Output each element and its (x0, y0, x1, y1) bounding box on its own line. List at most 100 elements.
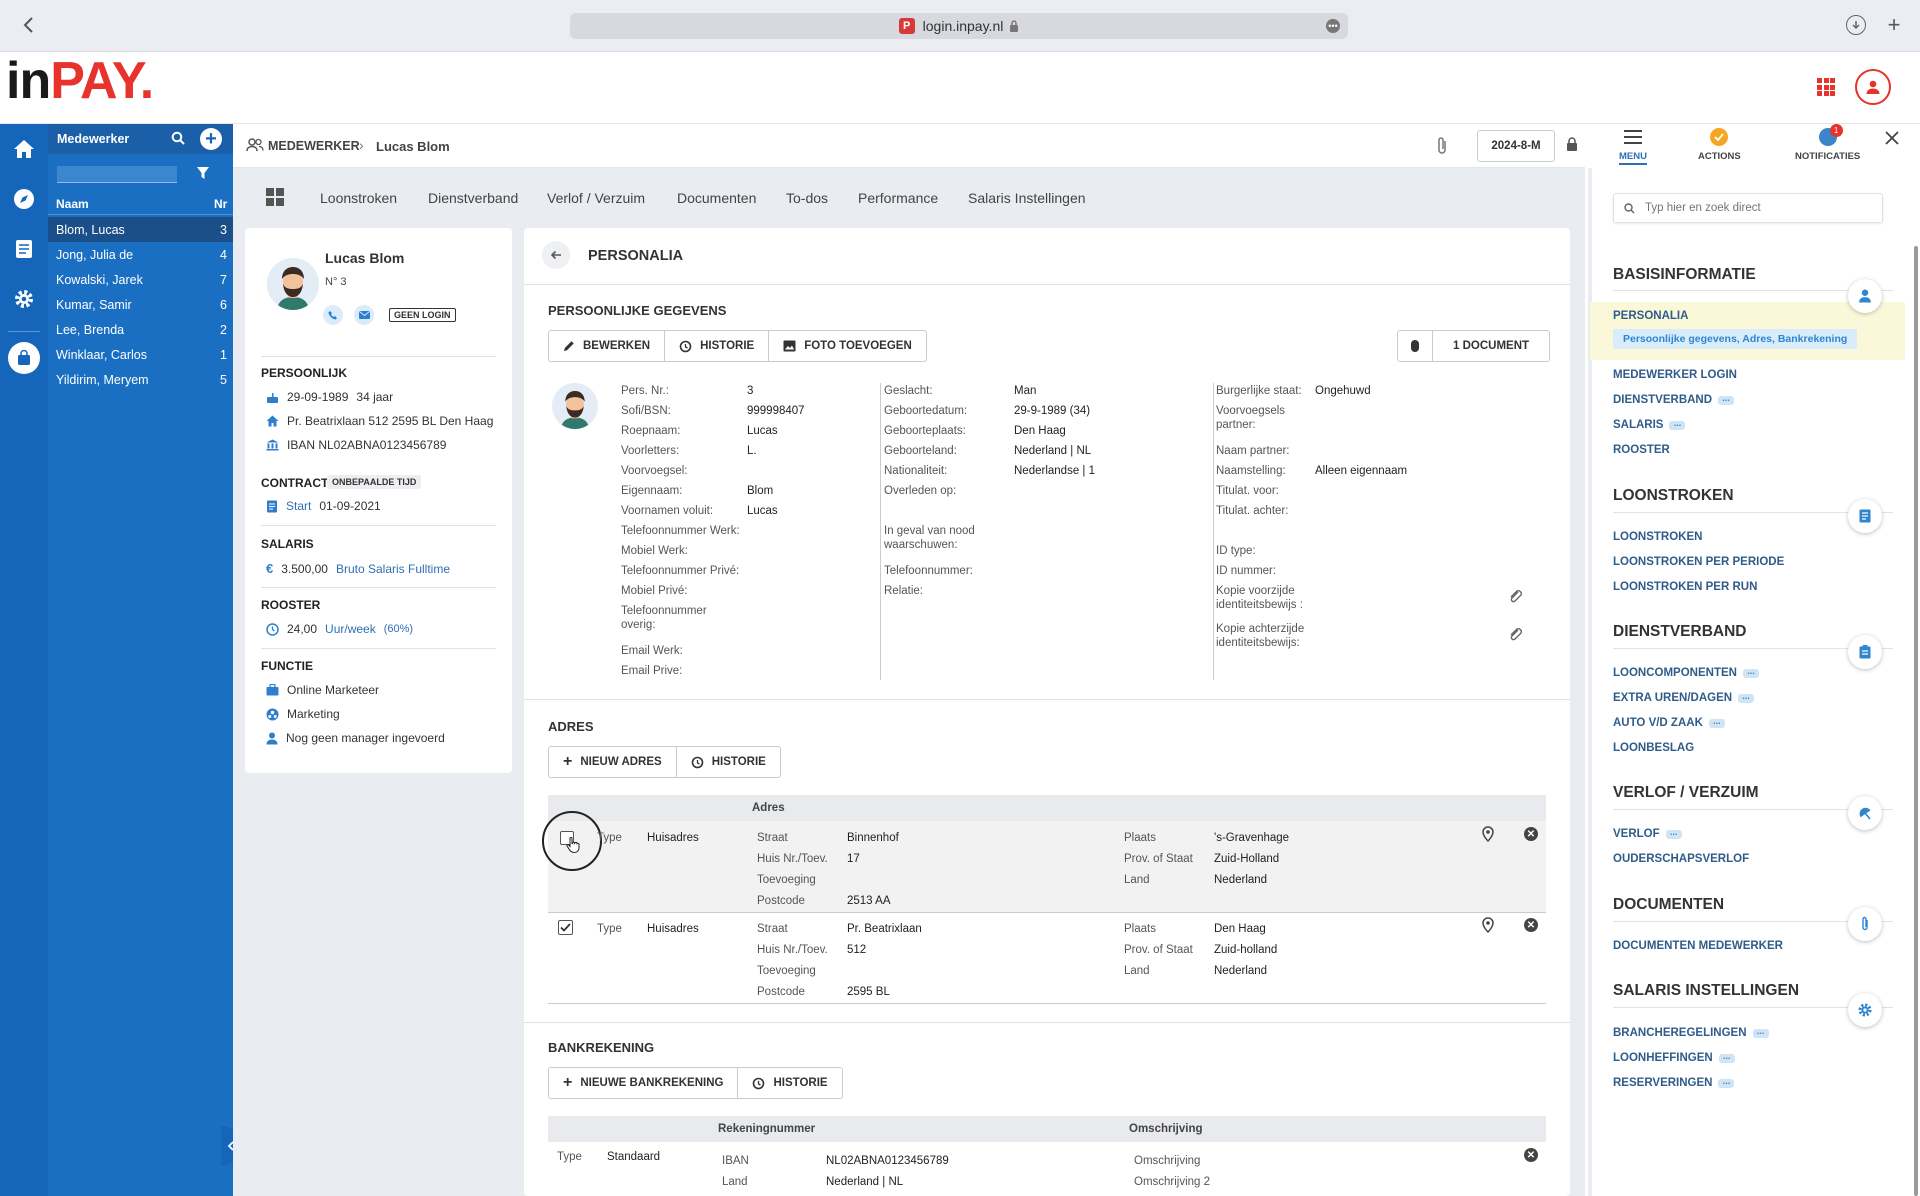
active-sub-label[interactable]: Persoonlijke gegevens, Adres, Bankrekeni… (1613, 329, 1858, 349)
map-pin-icon[interactable] (1482, 826, 1494, 842)
tab-menu[interactable]: MENU (1619, 130, 1647, 165)
umbrella-icon[interactable] (1848, 796, 1882, 830)
add-employee-button[interactable]: + (200, 128, 222, 150)
menu-item-documenten-medewerker[interactable]: DOCUMENTEN MEDEWERKER (1613, 940, 1783, 952)
apps-grid-icon[interactable] (1817, 78, 1835, 96)
period-selector[interactable]: 2024-8-M (1477, 130, 1555, 162)
attachment-button[interactable] (1398, 331, 1433, 361)
employee-row[interactable]: Kumar, Samir 6 (48, 292, 233, 317)
app-header (0, 52, 1920, 124)
home-icon[interactable] (0, 125, 48, 173)
shopping-bag-icon[interactable] (0, 334, 48, 382)
map-pin-icon[interactable] (1482, 917, 1494, 933)
menu-item-dienstverband[interactable]: DIENSTVERBAND... (1613, 393, 1735, 406)
back-button[interactable] (542, 241, 570, 269)
col-nr-header[interactable]: Nr (214, 197, 228, 211)
menu-item-loonbeslag[interactable]: LOONBESLAG (1613, 742, 1695, 754)
paperclip-icon[interactable] (1435, 136, 1449, 156)
add-photo-button[interactable]: FOTO TOEVOEGEN (769, 331, 926, 361)
photo-icon (783, 340, 796, 352)
url-bar[interactable]: P login.inpay.nl ••• (570, 13, 1348, 39)
table-row[interactable] (548, 821, 1546, 913)
settings-gear-icon[interactable] (0, 275, 48, 323)
menu-item-loonstroken-per-run[interactable]: LOONSTROKEN PER RUN (1613, 581, 1758, 593)
tab-actions[interactable]: ACTIONS (1698, 128, 1741, 162)
menu-item-rooster[interactable]: ROOSTER (1613, 444, 1670, 456)
menu-item-loonheffingen[interactable]: LOONHEFFINGEN... (1613, 1051, 1735, 1064)
menu-item-extra-uren[interactable]: EXTRA UREN/DAGEN... (1613, 691, 1755, 704)
person-icon[interactable] (1848, 279, 1882, 313)
more-options-icon[interactable]: ••• (1326, 19, 1340, 33)
lock-icon[interactable] (1566, 137, 1578, 152)
paperclip-icon[interactable] (1848, 907, 1882, 941)
delete-bank-account-icon[interactable]: ✕ (1524, 1148, 1538, 1162)
bank-history-button[interactable]: HISTORIE (738, 1068, 841, 1098)
attach-id-back-icon[interactable] (1508, 627, 1524, 643)
menu-item-medewerker-login[interactable]: MEDEWERKER LOGIN (1613, 369, 1737, 381)
tab-documenten[interactable]: Documenten (677, 190, 757, 206)
table-row[interactable] (548, 913, 1546, 1004)
close-panel-icon[interactable] (1885, 131, 1899, 145)
menu-item-loonstroken[interactable]: LOONSTROKEN (1613, 531, 1703, 543)
payslip-icon[interactable] (1848, 499, 1882, 533)
new-address-button[interactable]: + NIEUW ADRES (549, 747, 677, 777)
tab-to-dos[interactable]: To-dos (786, 190, 829, 206)
field-label: Geslacht: (884, 385, 933, 397)
back-arrow-icon[interactable] (18, 14, 40, 36)
right-panel-tabs (1588, 124, 1920, 168)
dashboard-grid-icon[interactable] (266, 188, 284, 206)
tab-loonstroken[interactable]: Loonstroken (320, 190, 398, 206)
search-input[interactable] (1645, 202, 1865, 214)
breadcrumb-section[interactable]: MEDEWERKER (268, 139, 360, 153)
menu-item-ouderschapsverlof[interactable]: OUDERSCHAPSVERLOF (1613, 853, 1750, 865)
tab-notifications[interactable]: 1 NOTIFICATIES (1795, 124, 1861, 162)
list-icon[interactable] (0, 225, 48, 273)
field-label: Type (557, 1151, 582, 1163)
menu-item-reserveringen[interactable]: RESERVERINGEN... (1613, 1076, 1735, 1089)
menu-item-salaris[interactable]: SALARIS... (1613, 418, 1686, 431)
contract-icon[interactable] (1848, 635, 1882, 669)
menu-item-personalia[interactable]: PERSONALIA (1613, 310, 1689, 322)
address-checkbox-checked[interactable] (558, 920, 573, 935)
user-avatar-icon[interactable] (1855, 69, 1891, 105)
menu-item-verlof[interactable]: VERLOF... (1613, 827, 1682, 840)
compass-icon[interactable] (0, 175, 48, 223)
table-row[interactable] (548, 1142, 1546, 1196)
tab-salaris-instellingen[interactable]: Salaris Instellingen (968, 190, 1086, 206)
employee-row[interactable]: Yildirim, Meryem 5 (48, 367, 233, 392)
history-button[interactable]: HISTORIE (665, 331, 770, 361)
phone-icon[interactable] (323, 305, 343, 325)
search-icon[interactable] (170, 130, 186, 146)
field-label: Nationaliteit: (884, 465, 948, 477)
col-name-header[interactable]: Naam (56, 197, 89, 211)
download-icon[interactable] (1846, 15, 1866, 35)
employee-row[interactable]: Winklaar, Carlos 1 (48, 342, 233, 367)
employee-row[interactable]: Jong, Julia de 4 (48, 242, 233, 267)
scrollbar[interactable] (1914, 246, 1918, 1196)
new-bank-account-button[interactable]: + NIEUWE BANKREKENING (549, 1068, 739, 1098)
employee-row[interactable]: Blom, Lucas 3 (48, 217, 233, 242)
tab-verlof-verzuim[interactable]: Verlof / Verzuim (547, 190, 646, 206)
menu-item-auto-vd-zaak[interactable]: AUTO V/D ZAAK... (1613, 716, 1725, 729)
tab-dienstverband[interactable]: Dienstverband (428, 190, 519, 206)
menu-item-loonstroken-per-periode[interactable]: LOONSTROKEN PER PERIODE (1613, 556, 1785, 568)
menu-item-brancheregelingen[interactable]: BRANCHEREGELINGEN... (1613, 1026, 1769, 1039)
new-tab-icon[interactable]: + (1887, 12, 1901, 37)
attach-id-front-icon[interactable] (1508, 589, 1524, 605)
documents-button[interactable]: 1 DOCUMENT (1453, 340, 1530, 352)
employee-filter-input[interactable] (57, 166, 177, 183)
address-history-button[interactable]: HISTORIE (677, 747, 780, 777)
menu-item-looncomponenten[interactable]: LOONCOMPONENTEN... (1613, 666, 1759, 679)
filter-icon[interactable] (196, 166, 210, 180)
inpay-logo[interactable]: inPAY. (6, 52, 154, 110)
search-field[interactable] (1613, 193, 1883, 223)
gear-icon[interactable] (1848, 993, 1882, 1027)
field-label: Naam partner: (1216, 445, 1290, 457)
employee-row[interactable]: Kowalski, Jarek 7 (48, 267, 233, 292)
employee-row[interactable]: Lee, Brenda 2 (48, 317, 233, 342)
delete-address-icon[interactable]: ✕ (1524, 827, 1538, 841)
edit-button[interactable]: BEWERKEN (549, 331, 666, 361)
email-icon[interactable] (354, 305, 374, 325)
delete-address-icon[interactable]: ✕ (1524, 918, 1538, 932)
tab-performance[interactable]: Performance (858, 190, 939, 206)
